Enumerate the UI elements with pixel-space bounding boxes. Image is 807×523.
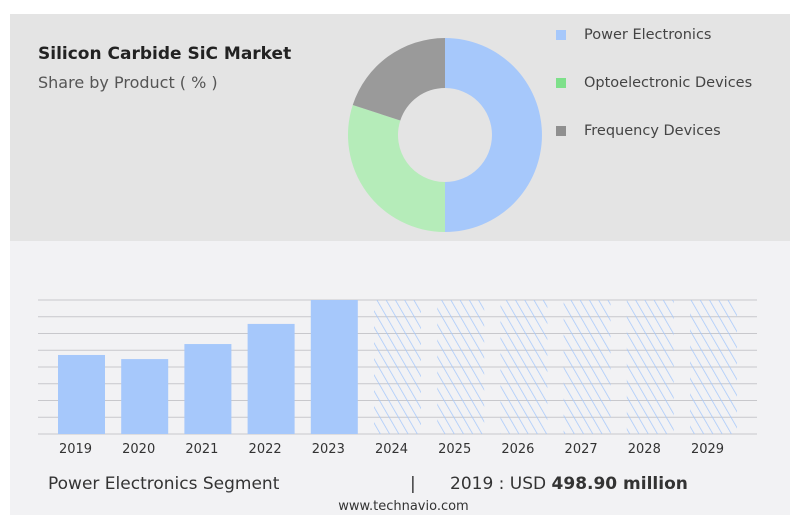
legend-item: Power Electronics (556, 27, 711, 43)
segment-label: Power Electronics Segment (48, 474, 280, 494)
separator: | (410, 474, 416, 494)
x-tick-label: 2026 (501, 442, 534, 457)
x-tick-label: 2025 (438, 442, 471, 457)
x-tick-label: 2024 (375, 442, 408, 457)
legend-label: Optoelectronic Devices (584, 75, 753, 91)
x-tick-label: 2019 (59, 442, 92, 457)
legend-swatch (556, 30, 566, 40)
donut-slice-frequency-devices (352, 38, 445, 121)
website: www.technavio.com (338, 499, 469, 514)
legend-swatch (556, 126, 566, 136)
donut-slice-optoelectronic-devices (348, 105, 445, 232)
bar-2020 (121, 359, 169, 434)
legend-label: Power Electronics (584, 27, 712, 43)
footer-value-group: 2019 : USD 498.90 million (450, 474, 688, 494)
bar-2022 (247, 323, 295, 434)
bar-2027 (563, 300, 611, 434)
x-tick-label: 2021 (185, 442, 218, 457)
x-tick-label: 2023 (312, 442, 345, 457)
x-tick-label: 2020 (122, 442, 155, 457)
legend-item: Frequency Devices (556, 123, 721, 139)
donut-slice-power-electronics (445, 38, 542, 232)
legend-label: Frequency Devices (584, 123, 721, 139)
bar-2023 (310, 300, 358, 434)
x-tick-label: 2028 (628, 442, 661, 457)
year-label: 2019 : USD (450, 474, 547, 494)
x-tick-label: 2022 (249, 442, 282, 457)
chart-subtitle: Share by Product ( % ) (38, 73, 218, 92)
bar-2021 (184, 344, 232, 434)
x-tick-label: 2027 (565, 442, 598, 457)
legend-swatch (556, 78, 566, 88)
bar-2025 (437, 300, 485, 434)
bar-2029 (690, 300, 737, 434)
x-tick-label: 2029 (691, 442, 724, 457)
bar-2019 (58, 354, 105, 434)
bar-2026 (500, 300, 548, 434)
chart-title: Silicon Carbide SiC Market (38, 44, 292, 64)
bar-2024 (374, 300, 421, 434)
legend-item: Optoelectronic Devices (556, 75, 752, 91)
value-label: 498.90 million (551, 474, 688, 494)
bar-2028 (626, 300, 674, 434)
